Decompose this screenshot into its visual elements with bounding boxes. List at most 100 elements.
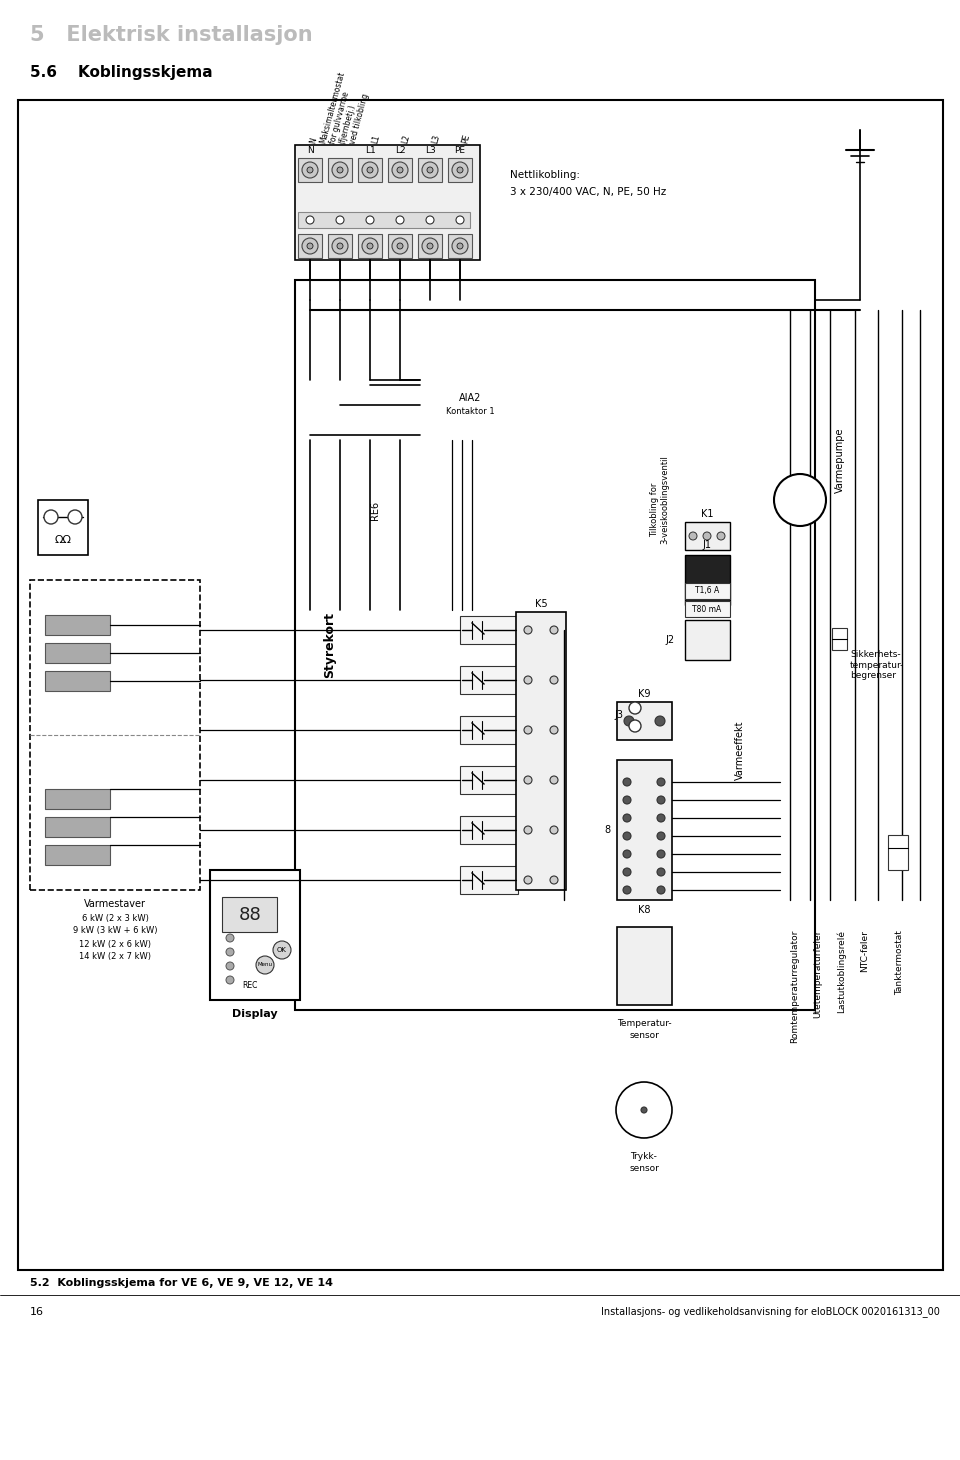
Circle shape — [623, 778, 631, 785]
Bar — [328, 234, 352, 258]
Circle shape — [689, 531, 697, 540]
Circle shape — [456, 216, 464, 223]
Text: ved tilkobling: ved tilkobling — [348, 92, 371, 145]
Bar — [433, 410, 443, 422]
Text: NTC-føler: NTC-føler — [859, 930, 869, 972]
Text: 14 kW (2 x 7 kW): 14 kW (2 x 7 kW) — [79, 952, 151, 962]
Bar — [460, 766, 518, 794]
Circle shape — [337, 166, 343, 172]
Text: PE: PE — [454, 146, 466, 155]
Circle shape — [629, 720, 641, 731]
Circle shape — [68, 510, 82, 524]
Circle shape — [657, 778, 665, 785]
Text: L3: L3 — [424, 146, 436, 155]
Bar — [18, 99, 943, 1270]
Bar — [460, 666, 518, 693]
Circle shape — [717, 531, 725, 540]
Circle shape — [623, 815, 631, 822]
Circle shape — [623, 850, 631, 858]
Circle shape — [452, 238, 468, 254]
Bar — [460, 616, 518, 644]
Bar — [617, 761, 672, 899]
Text: (fjernbetj.): (fjernbetj.) — [338, 104, 357, 145]
Bar — [465, 410, 475, 422]
Circle shape — [426, 216, 434, 223]
Text: Sikkerhets-
temperatur-
begrenser: Sikkerhets- temperatur- begrenser — [850, 650, 904, 680]
Circle shape — [657, 832, 665, 839]
Text: 16: 16 — [30, 1307, 44, 1317]
Text: L2: L2 — [400, 134, 411, 145]
Circle shape — [524, 826, 532, 834]
Circle shape — [226, 962, 234, 969]
Circle shape — [616, 1082, 672, 1137]
Text: RE6: RE6 — [370, 501, 380, 520]
Bar — [388, 234, 412, 258]
Bar — [832, 628, 847, 650]
Text: 3 x 230/400 VAC, N, PE, 50 Hz: 3 x 230/400 VAC, N, PE, 50 Hz — [510, 187, 666, 197]
Bar — [358, 234, 382, 258]
Text: Nettlikobling:: Nettlikobling: — [510, 169, 580, 180]
Circle shape — [524, 676, 532, 683]
Bar — [460, 816, 518, 844]
Text: Romtemperaturregulator: Romtemperaturregulator — [790, 930, 800, 1044]
Text: T1,6 A: T1,6 A — [695, 587, 719, 596]
Circle shape — [422, 238, 438, 254]
Circle shape — [657, 886, 665, 894]
Bar — [448, 158, 472, 182]
Circle shape — [524, 626, 532, 634]
Text: N: N — [308, 137, 318, 145]
Text: Display: Display — [232, 1009, 277, 1019]
Bar — [45, 615, 110, 635]
Circle shape — [774, 474, 826, 526]
Text: Utetemperaturfeler: Utetemperaturfeler — [813, 930, 823, 1019]
Text: L1: L1 — [365, 146, 375, 155]
Circle shape — [657, 796, 665, 804]
Circle shape — [629, 702, 641, 714]
Bar — [617, 702, 672, 740]
Text: L2: L2 — [395, 146, 405, 155]
Circle shape — [256, 956, 274, 974]
Bar — [298, 158, 322, 182]
Circle shape — [524, 726, 532, 734]
Text: K5: K5 — [535, 599, 547, 609]
Bar — [448, 234, 472, 258]
Text: L3: L3 — [430, 134, 441, 145]
Text: J2: J2 — [666, 635, 675, 645]
Bar — [30, 580, 200, 891]
Text: N: N — [306, 146, 313, 155]
Circle shape — [524, 876, 532, 883]
Text: 6 kW (2 x 3 kW): 6 kW (2 x 3 kW) — [82, 914, 149, 923]
Text: 12 kW (2 x 6 kW): 12 kW (2 x 6 kW) — [79, 939, 151, 949]
Circle shape — [657, 815, 665, 822]
Text: J3: J3 — [614, 710, 623, 720]
Bar — [685, 602, 730, 618]
Circle shape — [226, 975, 234, 984]
Text: sensor: sensor — [629, 1164, 659, 1172]
Circle shape — [452, 162, 468, 178]
Text: Kontaktor 1: Kontaktor 1 — [445, 407, 494, 416]
Circle shape — [226, 934, 234, 942]
Bar — [685, 523, 730, 550]
Bar — [460, 715, 518, 745]
Bar — [295, 280, 815, 1010]
Bar — [298, 212, 470, 228]
Circle shape — [427, 242, 433, 250]
Text: K1: K1 — [701, 510, 713, 518]
Text: OK: OK — [277, 948, 287, 953]
Circle shape — [337, 242, 343, 250]
Circle shape — [302, 238, 318, 254]
Bar — [45, 788, 110, 809]
Bar — [388, 158, 412, 182]
Text: K9: K9 — [637, 689, 650, 699]
Circle shape — [336, 216, 344, 223]
Text: K8: K8 — [637, 905, 650, 915]
Text: Tanktermostat: Tanktermostat — [896, 930, 904, 994]
Text: Varmestaver: Varmestaver — [84, 899, 146, 910]
Circle shape — [457, 166, 463, 172]
Circle shape — [550, 726, 558, 734]
Bar — [45, 672, 110, 691]
Circle shape — [427, 166, 433, 172]
Bar — [210, 870, 300, 1000]
Circle shape — [273, 942, 291, 959]
Bar — [328, 158, 352, 182]
